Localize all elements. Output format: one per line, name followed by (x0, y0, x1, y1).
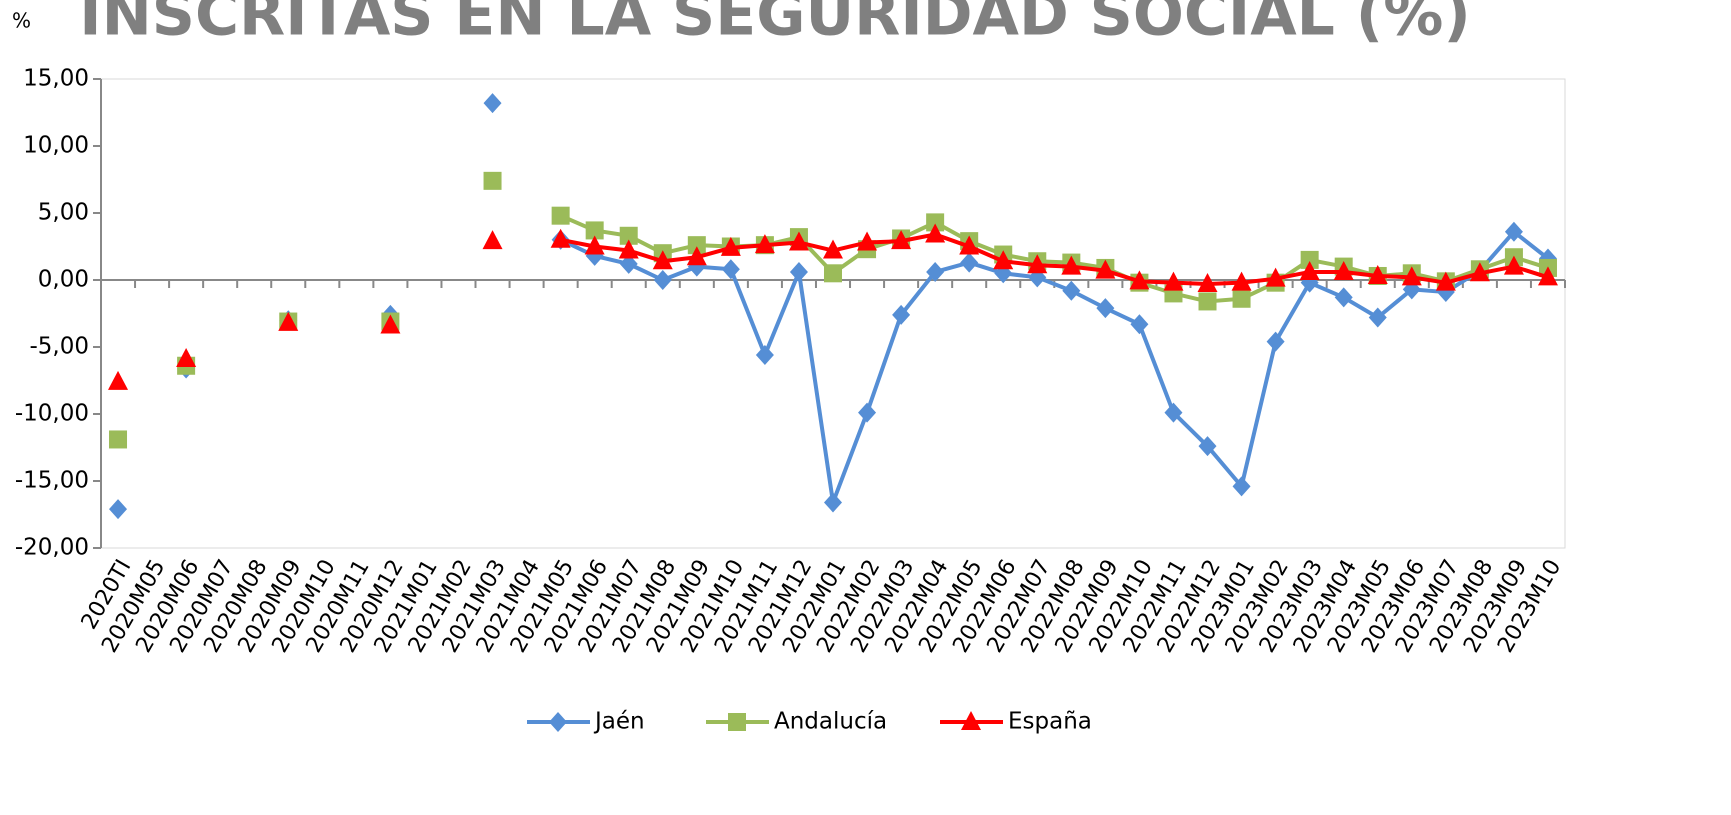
marker (960, 252, 979, 273)
marker (728, 713, 746, 731)
marker (1164, 402, 1183, 423)
legend-label: Andalucía (774, 709, 887, 735)
marker (619, 226, 638, 245)
marker (1096, 298, 1115, 319)
y-tick-label: -5,00 (29, 334, 89, 360)
marker (585, 221, 604, 240)
marker (857, 231, 878, 251)
y-tick-label: -15,00 (15, 468, 89, 494)
y-tick-label: 0,00 (38, 267, 89, 293)
y-tick-label: 5,00 (38, 200, 89, 226)
y-tick-label: -20,00 (15, 535, 89, 561)
marker (926, 261, 945, 282)
marker (1061, 255, 1082, 275)
marker (1198, 292, 1217, 311)
plot-area (100, 78, 1566, 549)
marker (108, 370, 129, 390)
marker (652, 250, 673, 270)
marker (1503, 255, 1524, 275)
marker (961, 711, 981, 730)
marker (550, 228, 571, 248)
marker (1401, 266, 1422, 286)
marker (788, 231, 809, 251)
marker (1062, 280, 1081, 301)
marker (1265, 267, 1286, 287)
marker (925, 223, 946, 243)
marker (824, 264, 842, 283)
marker (754, 234, 775, 254)
marker (1232, 289, 1251, 308)
marker (824, 492, 842, 513)
marker (993, 250, 1014, 270)
y-axis-unit: % (12, 9, 31, 33)
marker (720, 236, 741, 256)
marker (584, 235, 605, 255)
marker (686, 246, 707, 266)
marker (1435, 271, 1456, 291)
marker (549, 712, 567, 732)
series-line (559, 213, 1549, 304)
marker (721, 259, 740, 280)
marker (1027, 254, 1048, 274)
marker (109, 430, 128, 449)
marker (687, 236, 706, 255)
marker (483, 171, 502, 190)
marker (483, 93, 502, 114)
marker (1198, 436, 1217, 457)
marker (959, 235, 980, 255)
marker (109, 499, 128, 520)
marker (1334, 287, 1353, 308)
marker (176, 348, 197, 368)
marker (1504, 221, 1523, 242)
marker (1300, 250, 1319, 269)
marker (551, 206, 570, 225)
marker (1368, 307, 1387, 328)
legend-label: España (1008, 709, 1092, 735)
marker (278, 311, 299, 331)
marker (823, 239, 843, 259)
marker (380, 314, 401, 334)
marker (1469, 262, 1490, 282)
series-line (560, 232, 1549, 287)
marker (1537, 266, 1558, 286)
marker (891, 230, 912, 250)
marker (1095, 259, 1116, 279)
marker (755, 345, 774, 366)
chart-title: INSCRITAS EN LA SEGURIDAD SOCIAL (%) (79, 0, 1470, 50)
marker (1163, 271, 1184, 291)
marker (926, 213, 945, 232)
marker (789, 261, 808, 282)
y-tick-label: 10,00 (23, 133, 89, 159)
marker (892, 304, 911, 325)
marker (1266, 331, 1285, 352)
marker (1129, 270, 1150, 290)
marker (1333, 260, 1354, 280)
marker (482, 230, 503, 250)
legend-label: Jaén (593, 709, 645, 735)
marker (1197, 273, 1218, 293)
y-tick-label: 15,00 (23, 66, 89, 92)
marker (1130, 314, 1149, 335)
marker (619, 253, 638, 274)
marker (1367, 264, 1388, 284)
marker (1231, 271, 1252, 291)
marker (618, 239, 639, 259)
marker (1299, 260, 1320, 280)
y-tick-label: -10,00 (15, 401, 89, 427)
marker (858, 402, 877, 423)
marker (653, 270, 672, 290)
marker (1232, 476, 1251, 497)
